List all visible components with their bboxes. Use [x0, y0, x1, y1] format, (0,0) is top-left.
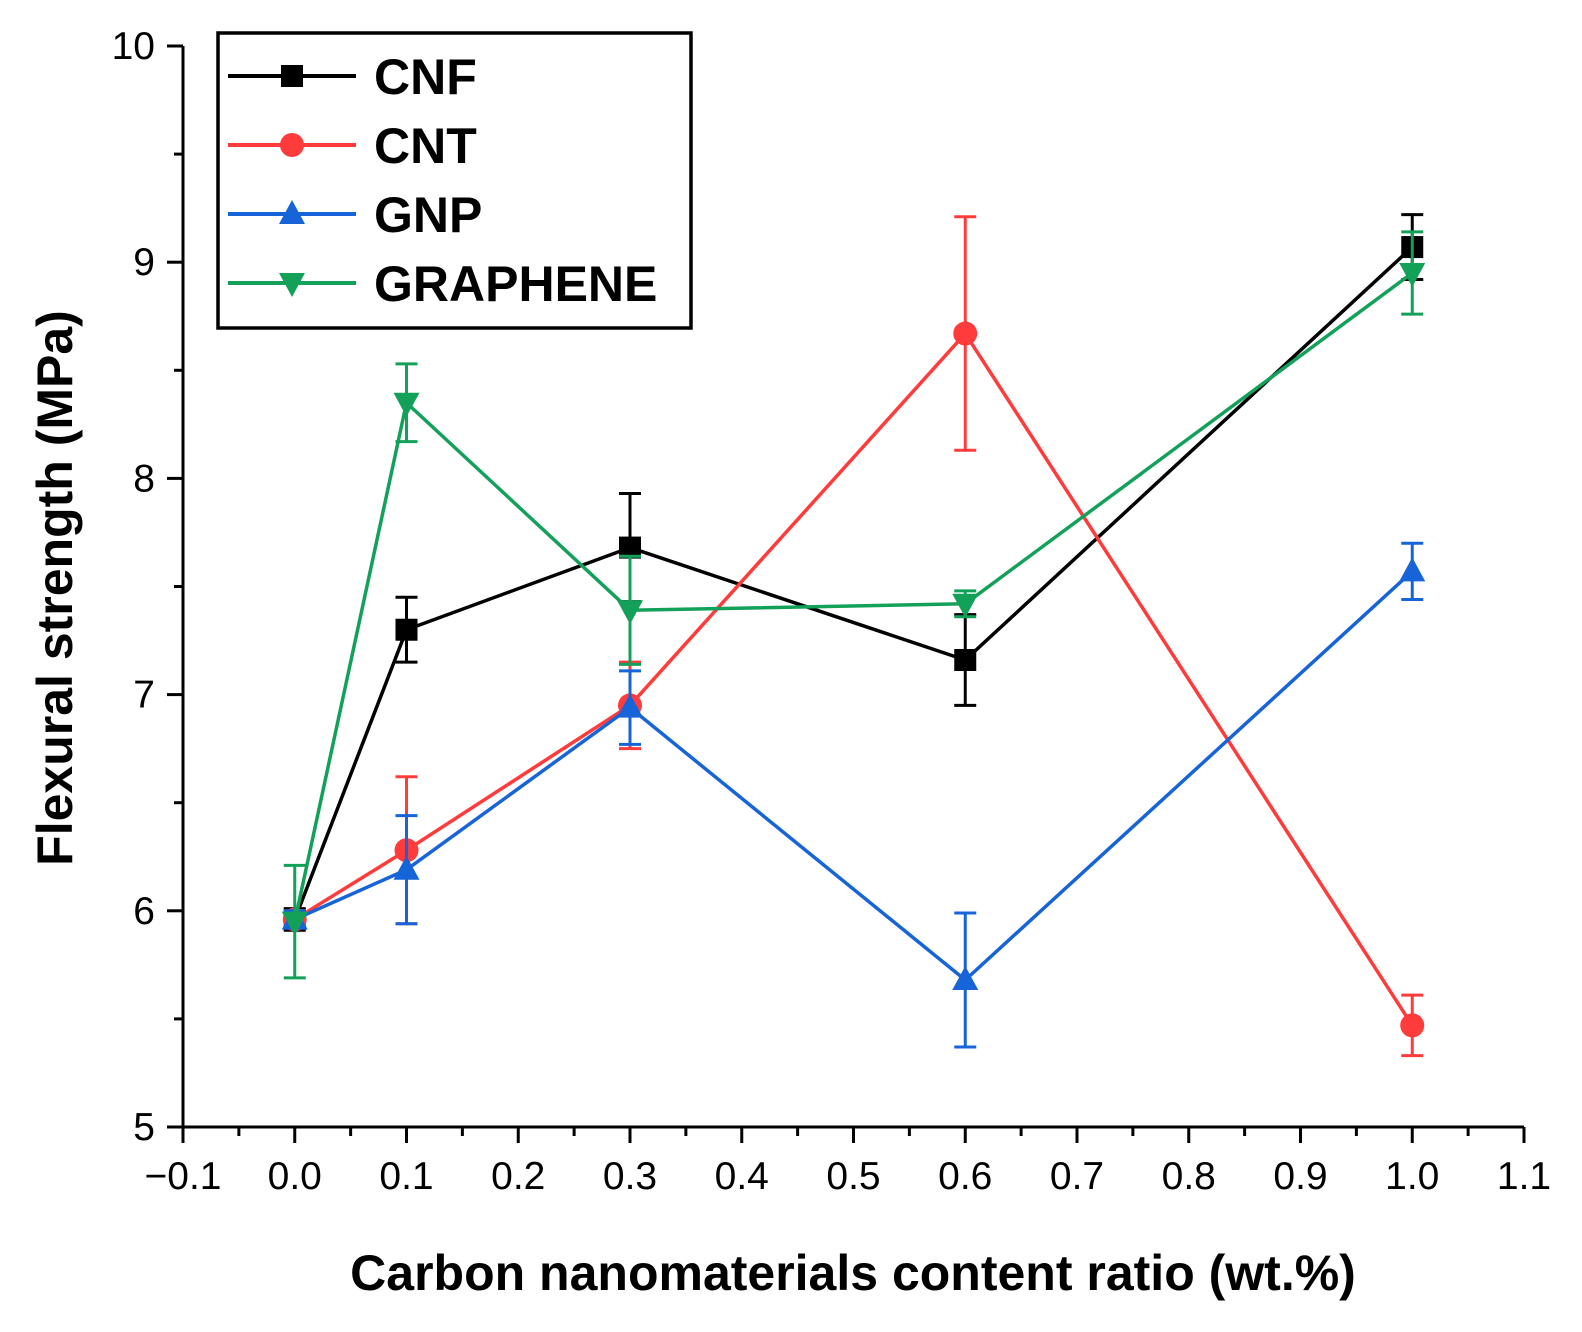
x-tick-label: 0.0: [268, 1155, 322, 1198]
x-tick-label: 0.5: [826, 1155, 880, 1198]
legend-marker-cnf: [281, 65, 303, 87]
data-point-graphene: [393, 392, 420, 417]
y-tick-label: 5: [133, 1106, 155, 1149]
x-tick-label: 0.7: [1050, 1155, 1104, 1198]
x-tick-label: 0.2: [491, 1155, 545, 1198]
x-tick-label: 0.1: [379, 1155, 433, 1198]
series-graphene: [281, 230, 1426, 980]
x-tick-label: 0.3: [603, 1155, 657, 1198]
data-point-gnp: [952, 965, 979, 990]
y-tick-label: 10: [112, 25, 155, 68]
data-point-gnp: [617, 693, 643, 718]
x-tick-label: −0.1: [145, 1155, 222, 1198]
x-axis-title: Carbon nanomaterials content ratio (wt.%…: [350, 1245, 1356, 1301]
y-tick-label: 7: [133, 674, 155, 717]
legend-label-cnt: CNT: [374, 118, 477, 174]
data-point-graphene: [617, 600, 643, 625]
x-tick-label: 1.1: [1497, 1155, 1551, 1198]
data-point-cnt: [953, 321, 978, 346]
data-point-cnf: [619, 536, 641, 559]
series-line-graphene: [293, 271, 1414, 922]
data-point-graphene: [281, 911, 308, 936]
x-tick-label: 0.9: [1273, 1155, 1327, 1198]
x-tick-label: 1.0: [1385, 1155, 1439, 1198]
data-point-cnf: [954, 649, 977, 672]
data-point-graphene: [952, 593, 979, 618]
data-point-gnp: [393, 855, 420, 880]
series-line-gnp: [294, 570, 1414, 982]
series-line-cnf: [293, 245, 1414, 921]
legend-marker-cnt: [280, 133, 304, 157]
y-tick-label: 8: [133, 457, 155, 500]
y-tick-label: 6: [133, 890, 155, 933]
x-tick-label: 0.4: [715, 1155, 769, 1198]
legend-label-graphene: GRAPHENE: [374, 256, 657, 312]
legend: CNF CNT GNP GRAPHENE: [216, 31, 693, 330]
series-gnp: [281, 541, 1426, 1049]
legend-label-cnf: CNF: [374, 49, 477, 105]
series-layer: [281, 213, 1426, 1058]
legend-label-gnp: GNP: [374, 187, 482, 243]
data-point-graphene: [1399, 263, 1426, 288]
series-cnt: [282, 215, 1425, 1058]
axes-layer: 5 6 7 8 9 10 −0.1 0.0 0.1 0.2 0.3 0.4 0.5 0.6 0.7 0.8 0.…: [112, 25, 1552, 1198]
series-line-cnt: [293, 331, 1414, 1027]
y-tick-label: 9: [133, 241, 155, 284]
data-point-gnp: [1399, 557, 1426, 582]
legend-marker-gnp: [279, 200, 305, 224]
data-point-cnt: [1400, 1013, 1425, 1038]
data-point-cnf: [395, 618, 418, 641]
x-tick-label: 0.8: [1162, 1155, 1216, 1198]
legend-marker-graphene: [279, 273, 305, 297]
x-tick-label: 0.6: [938, 1155, 992, 1198]
y-axis-title: Flexural strength (MPa): [27, 310, 83, 866]
